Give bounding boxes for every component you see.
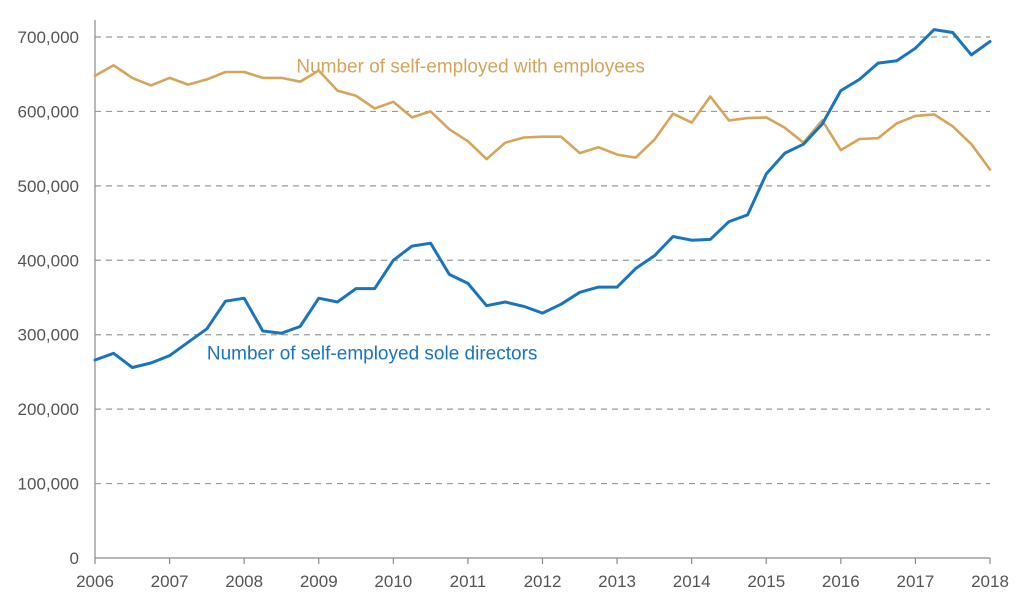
y-tick-label: 400,000 [18,251,79,270]
x-tick-label: 2008 [225,572,263,591]
y-tick-label: 500,000 [18,177,79,196]
x-tick-label: 2016 [822,572,860,591]
series-line-2 [93,28,992,369]
x-tick-label: 2010 [374,572,412,591]
y-axis-tick-labels: 0 100,000 200,000 300,000 400,000 500,000 600,… [18,28,79,568]
x-tick-label: 2015 [747,572,785,591]
x-tick-label: 2013 [598,572,636,591]
x-tick-label: 2009 [300,572,338,591]
y-tick-label: 0 [70,549,79,568]
gridlines [95,36,990,485]
x-tick-label: 2018 [971,572,1009,591]
y-tick-label: 100,000 [18,475,79,494]
x-tick-label: 2007 [151,572,189,591]
x-axis-tick-labels: 2006 2007 2008 2009 2010 2011 2012 2013 2014 2015… [76,572,1009,591]
series-line-1 [93,64,992,171]
x-tick-label: 2012 [524,572,562,591]
x-tick-label: 2017 [897,572,935,591]
x-tick-label: 2014 [673,572,711,591]
x-tick-label: 2011 [450,572,487,591]
x-tick-label: 2006 [76,572,114,591]
series-label-1: Number of self-employed with employees [296,57,645,78]
y-tick-label: 600,000 [18,102,79,121]
series-label-2: Number of self-employed sole directors [207,343,538,364]
axes [94,20,991,564]
y-tick-label: 200,000 [18,400,79,419]
y-tick-label: 300,000 [18,326,79,345]
y-tick-label: 700,000 [18,28,79,47]
series-annotations: Number of self-employed with employees Nu… [207,57,645,365]
series-lines [93,28,992,369]
